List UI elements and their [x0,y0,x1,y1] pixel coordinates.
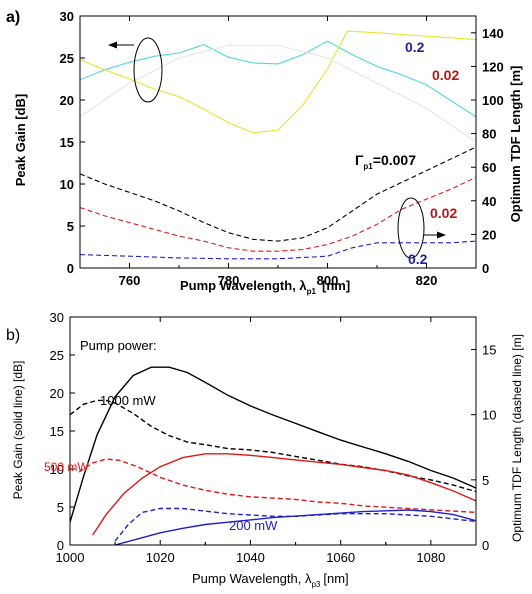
panel-b-y-axis-right-label: Optimum TDF Length (dashed line) [m] [510,334,524,542]
y-right-tick-label: 20 [482,227,496,242]
x-tick-label: 1020 [146,550,175,565]
series-line-500mw-dashed-3 [78,458,476,514]
annotation-0.02-bottom: 0.02 [430,205,457,221]
y-left-tick-label: 20 [50,386,64,401]
annotation-0.02-top: 0.02 [432,67,459,83]
panel-b-x-label-main: Pump Wavelength, λ [192,571,312,586]
x-tick-label: 1040 [236,550,265,565]
y-right-tick-label: 0 [482,261,489,276]
y-right-tick-label: 15 [482,343,496,358]
y-right-tick-label: 60 [482,160,496,175]
y-left-tick-label: 15 [60,135,74,150]
x-tick-label: 780 [218,273,240,288]
y-left-tick-label: 5 [57,500,64,515]
series-line-solid-2 [80,44,476,143]
y-left-tick-label: 30 [50,310,64,325]
series-line-dashed-4 [80,176,476,252]
panel-a-y-axis-right-label: Optimum TDF Length [m] [508,66,523,223]
left-axis-oval-marker [133,37,163,103]
panel-a-y-axis-left-label: Peak Gain [dB] [13,94,28,186]
x-tick-label: 800 [317,273,339,288]
y-right-tick-label: 40 [482,194,496,209]
panel-a-plot-series [80,30,476,260]
y-right-tick-label: 0 [482,538,489,553]
gamma-subscript: p1 [363,162,373,171]
x-tick-label: 1060 [326,550,355,565]
annotation-200mw: 200 mW [229,518,278,533]
annotation-0.2-top: 0.2 [405,39,425,55]
gamma-symbol: Γ [355,152,364,168]
x-tick-label: 1000 [56,550,85,565]
right-arrow-head [437,231,446,239]
annotation-gamma: Γp1=0.007 [355,152,416,171]
panel-b-x-label-unit: [nm] [323,571,348,586]
series-line-solid-0 [80,40,476,118]
panel-a-axes: 760 780 800 820 0 5 10 15 20 25 30 0 20 40 60 80 100 120 1… [60,9,504,288]
y-left-tick-label: 10 [60,177,74,192]
panel-b: b) 1000 1020 1040 1060 108005101520253005101… [6,310,524,589]
y-left-tick-label: 0 [57,538,64,553]
x-tick-label: 1080 [416,550,445,565]
panel-a-x-axis-label: Pump Wavelength, λp1 [nm] [180,278,350,296]
y-left-tick-label: 10 [50,462,64,477]
panel-b-plot-series [70,366,476,545]
y-right-tick-label: 120 [482,59,504,74]
y-left-tick-label: 30 [60,9,74,24]
panel-b-axes: 1000 1020 1040 1060 1080 0 5 10 15 20 25 30 0 5 10 15 [50,310,497,565]
y-left-tick-label: 25 [60,51,74,66]
series-line-dashed-5 [80,240,476,260]
series-line-dashed-3 [80,146,476,242]
panel-b-label: b) [6,327,20,344]
y-right-tick-label: 5 [482,473,489,488]
panel-a: a) 760 780 800 820 0 5 10 15 20 25 30 0 20 40 60 80 100 1… [6,9,523,296]
x-tick-label: 820 [416,273,438,288]
panel-a-x-label-main: Pump Wavelength, λ [180,278,307,293]
left-arrow-head [108,41,117,49]
x-tick-label: 760 [119,273,141,288]
series-line-solid-1 [80,30,476,134]
panel-b-x-label-sub: p3 [311,580,320,589]
y-right-tick-label: 140 [482,26,504,41]
y-right-tick-label: 100 [482,93,504,108]
y-left-tick-label: 20 [60,93,74,108]
right-axis-oval-marker [397,197,425,259]
y-left-tick-label: 5 [67,219,74,234]
panel-b-x-axis-label: Pump Wavelength, λp3 [nm] [192,571,349,589]
series-line-500mw-solid-2 [92,453,476,536]
annotation-pump-power: Pump power: [80,338,157,353]
series-line-200mw-dashed-5 [114,507,476,542]
series-line-1000mw-solid-0 [70,366,476,523]
panel-b-y-axis-left-label: Peak Gain (solid line) [dB] [11,361,25,500]
annotation-1000mw: 1000 mW [100,393,156,408]
panel-a-x-label-sub: p1 [307,287,317,296]
y-right-tick-label: 10 [482,408,496,423]
y-left-tick-label: 25 [50,348,64,363]
annotation-500mw: 500 mW [44,460,89,474]
gamma-value: =0.007 [373,152,416,168]
y-left-tick-label: 0 [67,261,74,276]
panel-a-label: a) [6,9,20,26]
annotation-0.2-bottom: 0.2 [408,251,428,267]
y-right-tick-label: 80 [482,127,496,142]
panel-a-x-label-unit: [nm] [322,278,350,293]
y-left-tick-label: 15 [50,424,64,439]
